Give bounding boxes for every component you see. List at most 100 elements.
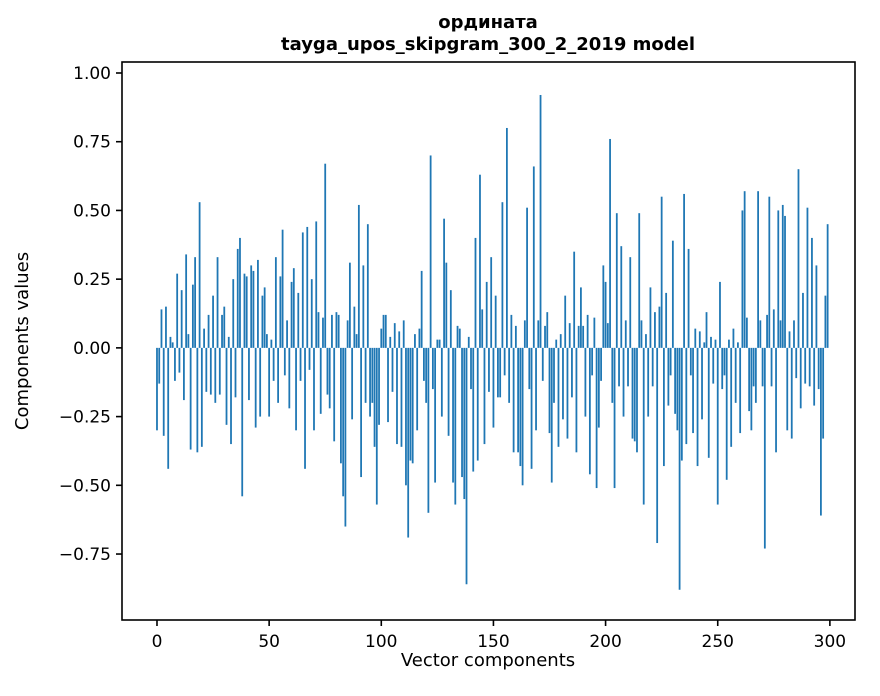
- bar: [752, 347, 755, 387]
- x-tick-label: 0: [152, 632, 163, 652]
- bar: [701, 347, 703, 420]
- bar: [306, 226, 309, 348]
- bar: [826, 224, 829, 348]
- bar: [667, 347, 670, 406]
- bar: [793, 320, 795, 348]
- bar: [418, 328, 421, 348]
- bar: [698, 331, 701, 348]
- bar: [277, 347, 279, 403]
- bar: [187, 334, 190, 348]
- bar: [654, 312, 656, 348]
- bar: [297, 292, 300, 348]
- bar: [369, 347, 371, 417]
- bar: [360, 347, 362, 478]
- bar: [678, 347, 681, 590]
- chart-title-line2: tayga_upos_skipgram_300_2_2019 model: [281, 34, 695, 55]
- bar: [768, 196, 771, 348]
- bar: [463, 347, 466, 500]
- bar: [685, 347, 688, 445]
- bar: [324, 163, 327, 348]
- bar: [234, 347, 237, 398]
- bar: [290, 281, 293, 348]
- bar: [824, 295, 827, 348]
- bar: [696, 347, 699, 467]
- bar: [555, 339, 558, 348]
- bar: [191, 284, 194, 348]
- bar: [467, 336, 470, 348]
- bar: [445, 262, 448, 348]
- bar: [308, 347, 311, 370]
- bar: [629, 257, 632, 348]
- bar: [452, 347, 454, 483]
- bar: [337, 314, 340, 348]
- bar: [784, 215, 786, 348]
- bar: [198, 202, 201, 348]
- bar: [425, 347, 428, 403]
- bar: [512, 347, 515, 453]
- bar: [259, 347, 262, 417]
- bar: [378, 347, 380, 425]
- bar: [315, 221, 318, 348]
- bar: [663, 347, 665, 467]
- chart-title-line1: ордината: [438, 12, 538, 33]
- bar: [530, 347, 533, 469]
- bar: [775, 347, 777, 453]
- bar: [189, 347, 192, 450]
- bar: [627, 347, 629, 387]
- bar: [241, 347, 244, 497]
- bar: [611, 347, 614, 403]
- bar: [588, 347, 591, 475]
- bar: [221, 314, 223, 348]
- ticks-group: 0 50 100 150 200 250 300 1.00 0.75 0.50 0.25 0.00 −0…: [59, 64, 846, 652]
- bar: [721, 347, 724, 390]
- bar: [571, 347, 573, 398]
- bar: [443, 218, 445, 348]
- bar: [393, 323, 396, 348]
- bar: [761, 347, 764, 387]
- bar: [577, 325, 580, 348]
- bar: [568, 323, 571, 348]
- bar: [716, 347, 719, 505]
- bar: [748, 347, 751, 412]
- bar: [344, 347, 347, 527]
- bar: [279, 276, 282, 348]
- bar: [550, 347, 553, 483]
- bar: [562, 347, 564, 420]
- bar: [714, 339, 717, 348]
- bar: [582, 325, 585, 348]
- bar: [209, 347, 212, 395]
- bar: [510, 314, 513, 348]
- bar: [348, 262, 351, 348]
- bar: [544, 325, 546, 348]
- bar: [398, 331, 401, 348]
- bar: [817, 347, 820, 390]
- bar: [559, 334, 562, 348]
- y-tick-label: 0.25: [73, 270, 111, 290]
- bar: [743, 191, 746, 348]
- x-axis-label: Vector components: [401, 650, 575, 671]
- bar: [295, 347, 297, 431]
- bar: [248, 347, 250, 401]
- bar: [212, 295, 214, 348]
- bar: [528, 347, 531, 390]
- bar: [389, 336, 392, 348]
- bar: [447, 347, 450, 436]
- bar: [263, 287, 266, 348]
- bar: [532, 166, 535, 348]
- x-tick-label: 100: [365, 632, 397, 652]
- y-tick-label: 1.00: [73, 64, 111, 84]
- bar: [185, 254, 188, 348]
- bar: [167, 347, 170, 469]
- bar: [420, 270, 423, 348]
- bar: [811, 237, 813, 348]
- bar: [479, 174, 481, 348]
- bar: [506, 127, 508, 348]
- bar: [723, 347, 726, 376]
- bar: [777, 210, 780, 348]
- bar: [196, 347, 199, 453]
- plot-frame: [121, 61, 856, 621]
- bar: [497, 347, 499, 398]
- bar: [481, 309, 484, 348]
- bar: [322, 317, 324, 348]
- bar: [396, 347, 398, 445]
